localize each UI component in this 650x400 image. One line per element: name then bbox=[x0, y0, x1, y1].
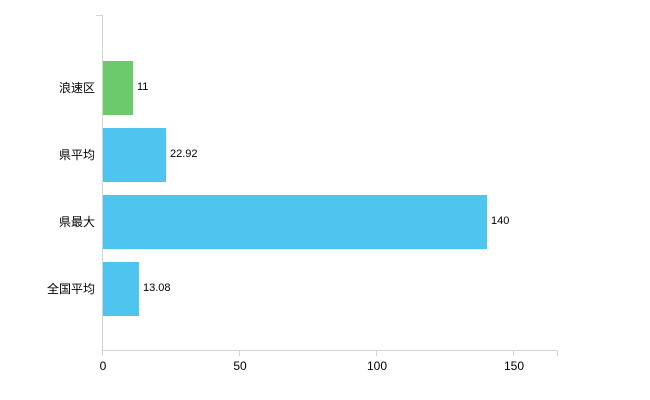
x-tick-label: 50 bbox=[233, 359, 247, 373]
value-label: 22.92 bbox=[170, 148, 198, 160]
x-tick-mark bbox=[376, 350, 377, 356]
value-label: 13.08 bbox=[143, 282, 171, 294]
bar bbox=[103, 61, 133, 115]
x-tick-mark bbox=[102, 350, 103, 356]
category-label: 県平均 bbox=[58, 148, 95, 162]
bar bbox=[103, 128, 166, 182]
value-label: 11 bbox=[137, 81, 149, 93]
x-tick-label: 150 bbox=[503, 359, 525, 373]
category-label: 浪速区 bbox=[58, 81, 95, 95]
bar bbox=[103, 262, 139, 316]
bar bbox=[103, 195, 487, 249]
x-tick-mark bbox=[557, 350, 558, 356]
x-tick-label: 0 bbox=[99, 359, 107, 373]
category-label: 全国平均 bbox=[46, 282, 95, 296]
y-axis-tick bbox=[96, 15, 103, 16]
x-tick-label: 100 bbox=[366, 359, 388, 373]
x-tick-mark bbox=[513, 350, 514, 356]
category-label: 県最大 bbox=[58, 215, 95, 229]
value-label: 140 bbox=[491, 215, 510, 227]
x-axis-line bbox=[102, 350, 558, 351]
y-axis-line bbox=[102, 15, 103, 350]
x-tick-mark bbox=[239, 350, 240, 356]
